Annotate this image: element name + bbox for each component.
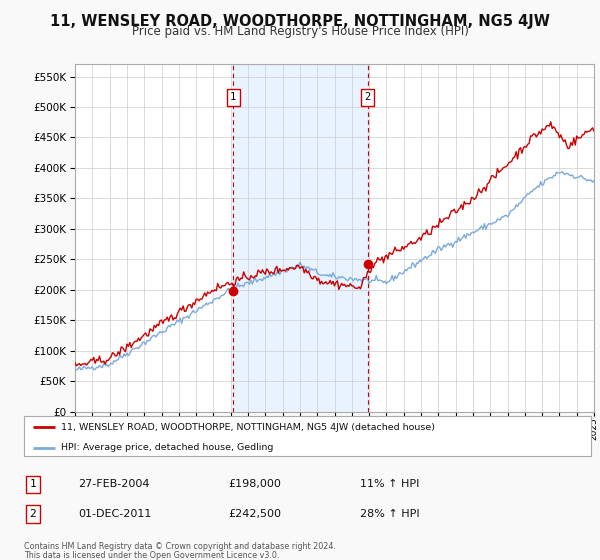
Text: £198,000: £198,000 [228, 479, 281, 489]
Text: £242,500: £242,500 [228, 509, 281, 519]
Text: 2: 2 [29, 509, 37, 519]
Text: 28% ↑ HPI: 28% ↑ HPI [360, 509, 419, 519]
Text: HPI: Average price, detached house, Gedling: HPI: Average price, detached house, Gedl… [61, 443, 273, 452]
Text: 1: 1 [29, 479, 37, 489]
Text: 2: 2 [365, 92, 371, 102]
Text: 11, WENSLEY ROAD, WOODTHORPE, NOTTINGHAM, NG5 4JW (detached house): 11, WENSLEY ROAD, WOODTHORPE, NOTTINGHAM… [61, 423, 435, 432]
Text: Price paid vs. HM Land Registry's House Price Index (HPI): Price paid vs. HM Land Registry's House … [131, 25, 469, 38]
Text: This data is licensed under the Open Government Licence v3.0.: This data is licensed under the Open Gov… [24, 551, 280, 560]
Text: 11, WENSLEY ROAD, WOODTHORPE, NOTTINGHAM, NG5 4JW: 11, WENSLEY ROAD, WOODTHORPE, NOTTINGHAM… [50, 14, 550, 29]
Text: 01-DEC-2011: 01-DEC-2011 [78, 509, 151, 519]
Text: 27-FEB-2004: 27-FEB-2004 [78, 479, 149, 489]
Text: 11% ↑ HPI: 11% ↑ HPI [360, 479, 419, 489]
Text: 1: 1 [230, 92, 236, 102]
Text: Contains HM Land Registry data © Crown copyright and database right 2024.: Contains HM Land Registry data © Crown c… [24, 542, 336, 550]
Bar [233, 64, 368, 412]
